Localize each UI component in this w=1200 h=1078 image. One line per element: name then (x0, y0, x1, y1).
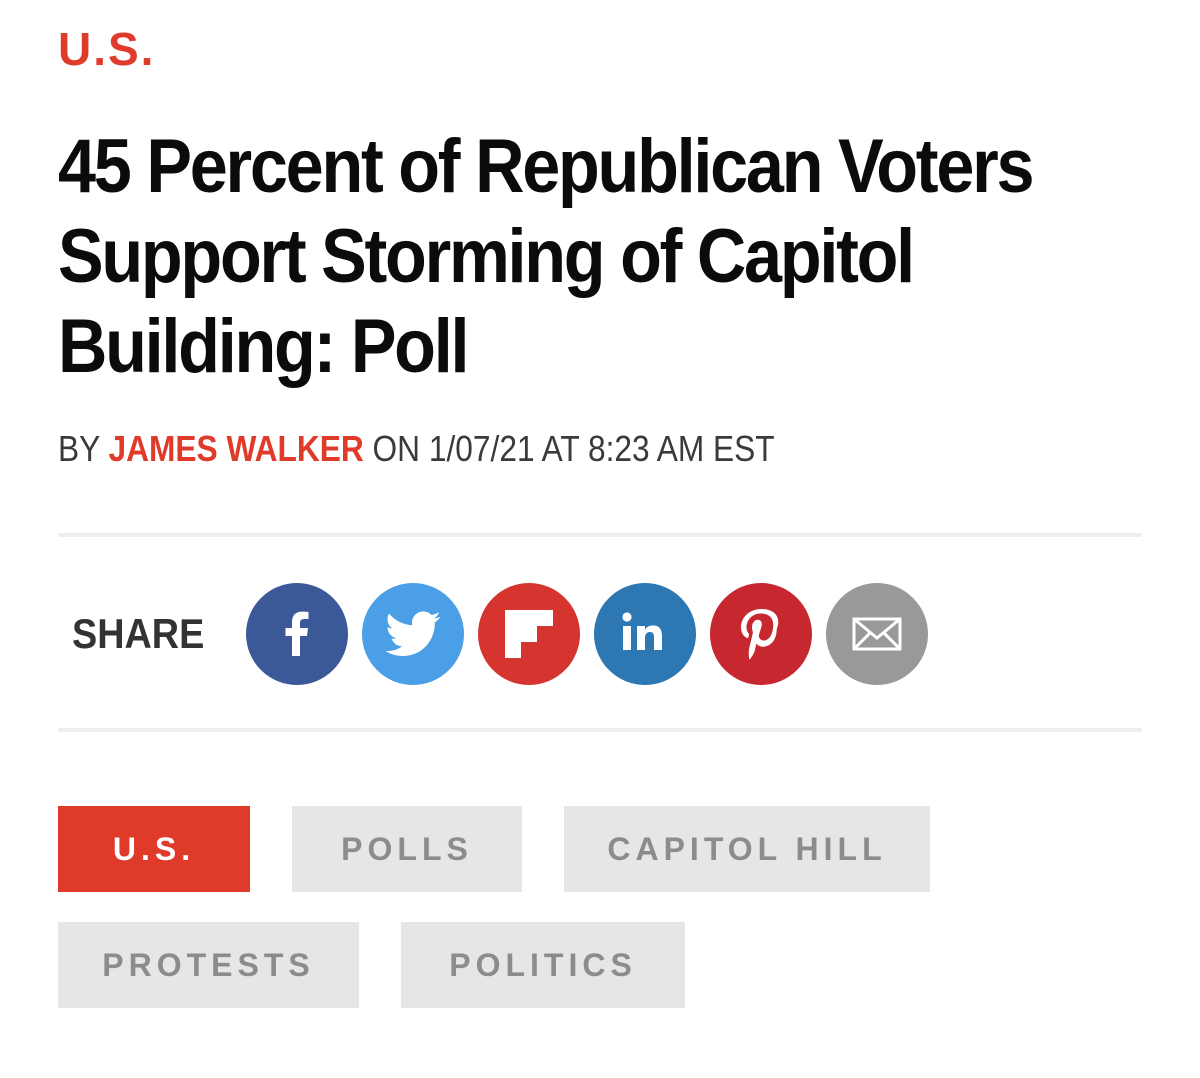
share-label: SHARE (72, 610, 205, 657)
divider-bottom (58, 728, 1142, 732)
tag-us[interactable]: U.S. (58, 806, 250, 892)
share-twitter-button[interactable] (362, 583, 464, 685)
twitter-icon (385, 611, 441, 656)
linkedin-icon (622, 612, 662, 650)
tag-protests[interactable]: PROTESTS (58, 922, 359, 1008)
author-link[interactable]: JAMES WALKER (108, 428, 364, 469)
pinterest-icon (741, 609, 779, 660)
divider-top (58, 533, 1142, 537)
tag-polls[interactable]: POLLS (292, 806, 522, 892)
section-label[interactable]: U.S. (58, 23, 156, 75)
share-linkedin-button[interactable] (594, 583, 696, 685)
flipboard-icon (505, 610, 553, 658)
byline: BY JAMES WALKER ON 1/07/21 AT 8:23 AM ES… (58, 428, 775, 470)
tag-politics[interactable]: POLITICS (401, 922, 685, 1008)
share-email-button[interactable] (826, 583, 928, 685)
facebook-icon (285, 611, 309, 656)
share-pinterest-button[interactable] (710, 583, 812, 685)
byline-prefix: BY (58, 428, 100, 469)
headline: 45 Percent of Republican Voters Support … (58, 124, 1035, 389)
publish-date: ON 1/07/21 AT 8:23 AM EST (372, 428, 775, 469)
email-icon (852, 617, 902, 651)
tag-capitol-hill[interactable]: CAPITOL HILL (564, 806, 930, 892)
share-flipboard-button[interactable] (478, 583, 580, 685)
share-facebook-button[interactable] (246, 583, 348, 685)
